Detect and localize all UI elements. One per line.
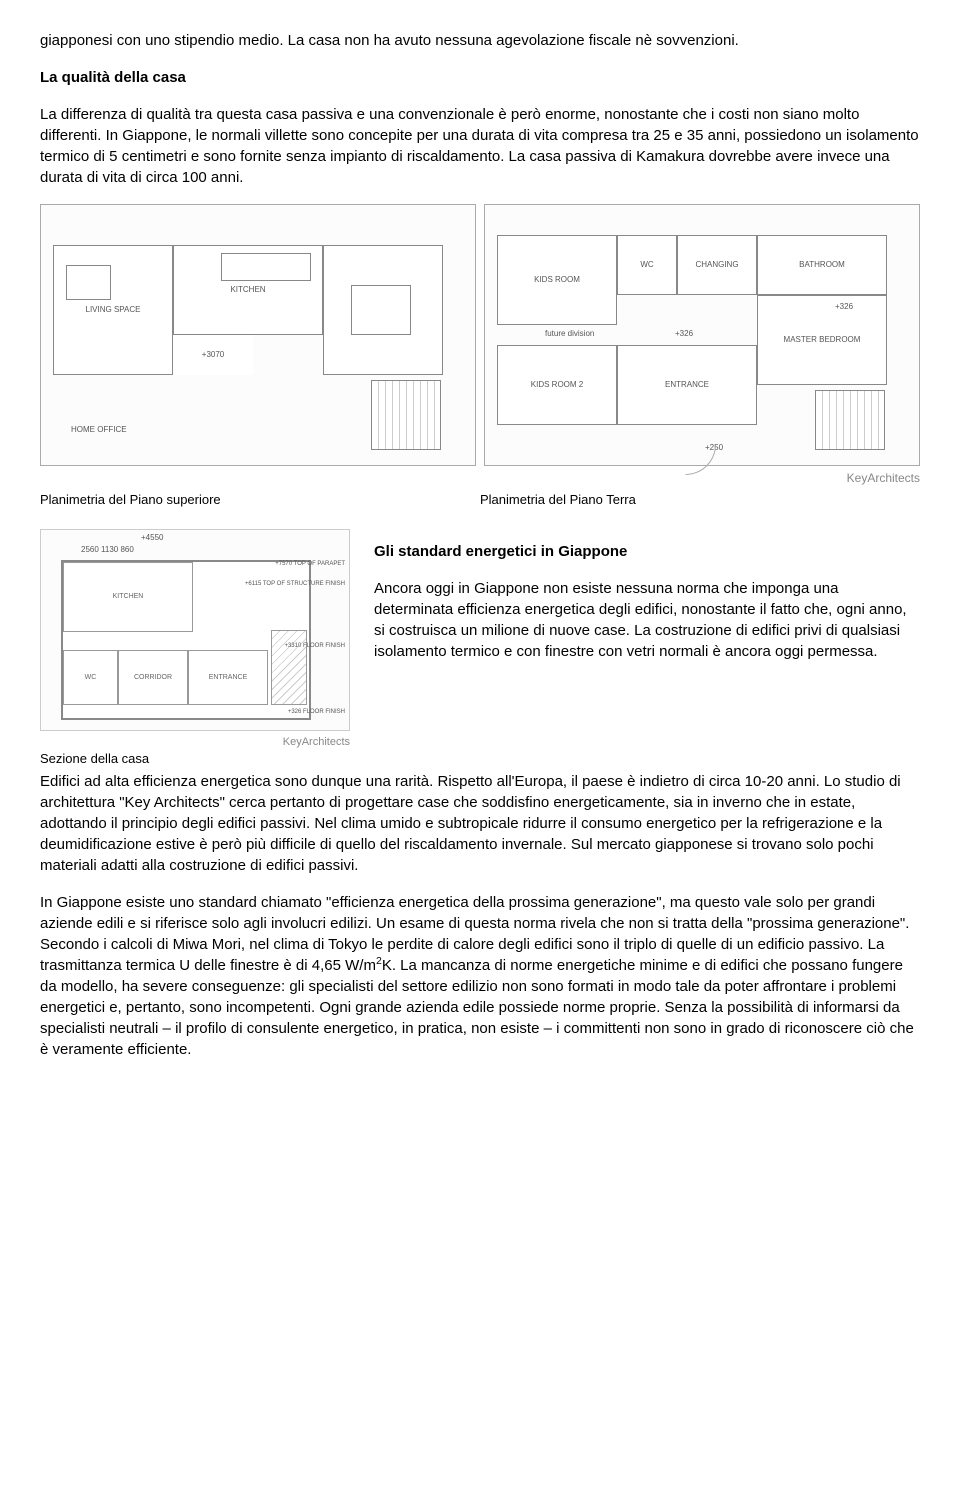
sec-wc: WC (63, 650, 118, 705)
room-kids1: KIDS ROOM (497, 235, 617, 325)
dining-table (351, 285, 411, 335)
label-future: future division (545, 328, 594, 339)
floorplan-ground: KIDS ROOM WC CHANGING BATHROOM MASTER BE… (484, 204, 920, 466)
stairs-ground (815, 390, 885, 450)
intro-paragraph: giapponesi con uno stipendio medio. La c… (40, 30, 920, 51)
sec-top: +7570 TOP OF PARAPET (275, 560, 345, 568)
room-bathroom: BATHROOM (757, 235, 887, 295)
dim-326b: +326 (675, 328, 693, 339)
section-row: +4550 2560 1130 860 KITCHEN WC CORRIDOR … (40, 529, 920, 769)
standards-heading: Gli standard energetici in Giappone (374, 541, 920, 562)
sec-width: +4550 (141, 532, 163, 543)
standards-p2: In Giappone esiste uno standard chiamato… (40, 892, 920, 1060)
section-drawing: +4550 2560 1130 860 KITCHEN WC CORRIDOR … (40, 529, 350, 731)
dim-3070: +3070 (173, 335, 253, 375)
sec-kitchen: KITCHEN (63, 562, 193, 632)
label-office: HOME OFFICE (71, 424, 127, 435)
room-kids2: KIDS ROOM 2 (497, 345, 617, 425)
floorplans-row: LIVING SPACE KITCHEN DINING +3070 HOME O… (40, 204, 920, 466)
floorplan-credit: KeyArchitects (40, 470, 920, 487)
sec-entrance: ENTRANCE (188, 650, 268, 705)
sec-struct: +6115 TOP OF STRUCTURE FINISH (245, 580, 345, 588)
caption-upper: Planimetria del Piano superiore (40, 491, 480, 509)
standards-p1b: Edifici ad alta efficienza energetica so… (40, 771, 920, 876)
room-entrance: ENTRANCE (617, 345, 757, 425)
standards-p1a: Ancora oggi in Giappone non esiste nessu… (374, 578, 920, 662)
dim-326a: +326 (835, 301, 853, 312)
section-credit: KeyArchitects (40, 735, 350, 750)
sec-floor2: +3310 FLOOR FINISH (284, 642, 345, 650)
sec-dims: 2560 1130 860 (81, 544, 134, 555)
room-changing: CHANGING (677, 235, 757, 295)
floorplan-upper: LIVING SPACE KITCHEN DINING +3070 HOME O… (40, 204, 476, 466)
caption-ground: Planimetria del Piano Terra (480, 491, 920, 509)
sec-floor1: +326 FLOOR FINISH (288, 708, 345, 716)
room-master: MASTER BEDROOM (757, 295, 887, 385)
kitchen-counter (221, 253, 311, 281)
sec-corridor: CORRIDOR (118, 650, 188, 705)
stairs-upper (371, 380, 441, 450)
floorplan-captions: Planimetria del Piano superiore Planimet… (40, 491, 920, 509)
quality-paragraph: La differenza di qualità tra questa casa… (40, 104, 920, 188)
section-caption: Sezione della casa (40, 750, 350, 768)
section-image-block: +4550 2560 1130 860 KITCHEN WC CORRIDOR … (40, 529, 350, 769)
living-sofa (66, 265, 111, 300)
quality-heading: La qualità della casa (40, 67, 920, 88)
room-wc: WC (617, 235, 677, 295)
standards-intro: Gli standard energetici in Giappone Anco… (374, 529, 920, 662)
